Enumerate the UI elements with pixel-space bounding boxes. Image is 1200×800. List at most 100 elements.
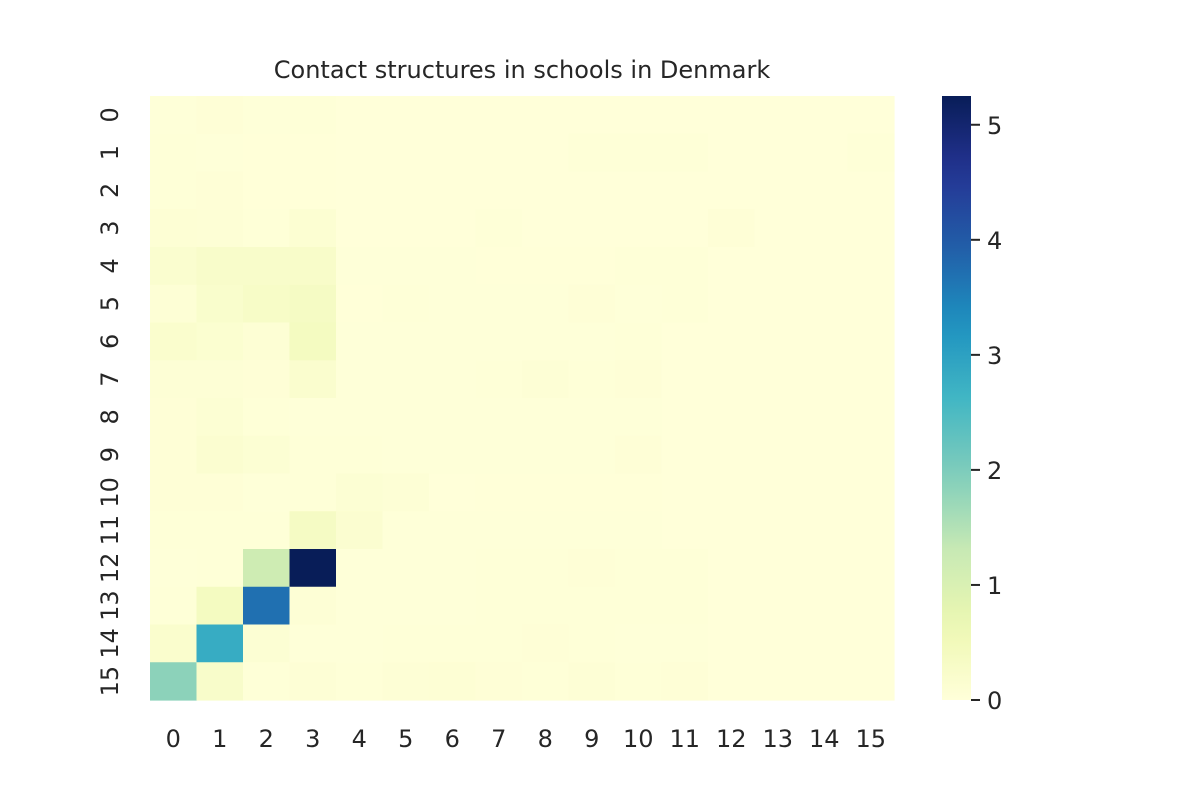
heatmap-cell-r9-c4 [336, 435, 384, 475]
heatmap-cell-r2-c14 [801, 171, 849, 210]
x-tick-label-14: 14 [809, 725, 840, 753]
heatmap-cell-r4-c14 [801, 247, 849, 286]
x-tick-label-2: 2 [259, 725, 274, 753]
heatmap-cell-r8-c4 [336, 398, 384, 437]
heatmap-cell-r15-c4 [336, 662, 384, 701]
heatmap-cell-r12-c1 [196, 549, 244, 588]
heatmap-cell-r15-c6 [429, 662, 477, 701]
heatmap-cell-r9-c7 [475, 435, 523, 475]
heatmap-cell-r13-c11 [661, 586, 709, 626]
heatmap-cell-r0-c14 [801, 96, 849, 135]
heatmap-cell-r6-c5 [382, 322, 430, 361]
colorbar-tick-label-4: 4 [987, 227, 1002, 255]
heatmap-cell-r11-c15 [847, 511, 895, 550]
heatmap-cell-r3-c4 [336, 209, 384, 248]
heatmap-cell-r4-c3 [289, 247, 337, 286]
heatmap-cell-r13-c8 [522, 586, 570, 626]
heatmap-cell-r8-c9 [568, 398, 616, 437]
heatmap-cell-r8-c7 [475, 398, 523, 437]
heatmap-cell-r2-c5 [382, 171, 430, 210]
heatmap-cell-r3-c10 [615, 209, 663, 248]
heatmap-cell-r12-c0 [150, 549, 198, 588]
heatmap-cell-r5-c6 [429, 284, 477, 324]
heatmap-cell-r5-c15 [847, 284, 895, 324]
heatmap-cell-r9-c9 [568, 435, 616, 475]
heatmap-cell-r4-c15 [847, 247, 895, 286]
heatmap-cell-r10-c12 [708, 473, 756, 512]
heatmap-cell-r9-c13 [754, 435, 802, 475]
y-tick-label-1: 1 [96, 145, 124, 160]
heatmap-cell-r0-c7 [475, 96, 523, 135]
x-tick-label-15: 15 [855, 725, 886, 753]
heatmap-cell-r10-c9 [568, 473, 616, 512]
heatmap-cell-r4-c4 [336, 247, 384, 286]
heatmap-cell-r0-c5 [382, 96, 430, 135]
heatmap-cell-r13-c12 [708, 586, 756, 626]
heatmap-cell-r14-c8 [522, 624, 570, 663]
heatmap-cell-r5-c10 [615, 284, 663, 324]
heatmap-cell-r8-c2 [243, 398, 291, 437]
heatmap-cell-r13-c6 [429, 586, 477, 626]
heatmap-cell-r5-c2 [243, 284, 291, 324]
heatmap-cell-r3-c13 [754, 209, 802, 248]
colorbar-tick-label-3: 3 [987, 342, 1002, 370]
heatmap-cell-r14-c7 [475, 624, 523, 663]
heatmap-cell-r7-c3 [289, 360, 337, 399]
heatmap-cell-r1-c7 [475, 133, 523, 173]
heatmap-cell-r10-c13 [754, 473, 802, 512]
y-tick-label-3: 3 [96, 220, 124, 235]
heatmap-cell-r10-c8 [522, 473, 570, 512]
heatmap-cell-r2-c0 [150, 171, 198, 210]
heatmap-cell-r7-c13 [754, 360, 802, 399]
heatmap-cell-r13-c14 [801, 586, 849, 626]
heatmap-cell-r13-c5 [382, 586, 430, 626]
heatmap-cell-r6-c1 [196, 322, 244, 361]
heatmap-cell-r7-c11 [661, 360, 709, 399]
heatmap-cell-r11-c5 [382, 511, 430, 550]
heatmap-cell-r4-c5 [382, 247, 430, 286]
heatmap-cell-r2-c10 [615, 171, 663, 210]
heatmap-cell-r13-c2 [243, 586, 291, 626]
heatmap-cell-r15-c7 [475, 662, 523, 701]
heatmap-cell-r2-c3 [289, 171, 337, 210]
heatmap-cell-r6-c11 [661, 322, 709, 361]
heatmap-cell-r2-c2 [243, 171, 291, 210]
heatmap-cell-r11-c2 [243, 511, 291, 550]
heatmap-cell-r11-c7 [475, 511, 523, 550]
heatmap-cell-r1-c11 [661, 133, 709, 173]
y-tick-label-15: 15 [96, 666, 124, 697]
heatmap-cell-r15-c11 [661, 662, 709, 701]
heatmap-cell-r12-c15 [847, 549, 895, 588]
x-tick-label-0: 0 [166, 725, 181, 753]
heatmap-cell-r1-c8 [522, 133, 570, 173]
heatmap-cell-r14-c9 [568, 624, 616, 663]
heatmap-cell-r14-c0 [150, 624, 198, 663]
y-tick-label-14: 14 [96, 628, 124, 659]
heatmap-cell-r12-c8 [522, 549, 570, 588]
heatmap-cell-r8-c5 [382, 398, 430, 437]
heatmap-cell-r1-c13 [754, 133, 802, 173]
heatmap-cell-r10-c4 [336, 473, 384, 512]
colorbar-tick-label-1: 1 [987, 572, 1002, 600]
heatmap-cell-r5-c1 [196, 284, 244, 324]
x-tick-label-8: 8 [538, 725, 553, 753]
heatmap-cell-r10-c1 [196, 473, 244, 512]
heatmap-cell-r9-c12 [708, 435, 756, 475]
heatmap-cell-r6-c8 [522, 322, 570, 361]
heatmap-cell-r13-c7 [475, 586, 523, 626]
heatmap-cell-r4-c11 [661, 247, 709, 286]
heatmap-cell-r15-c10 [615, 662, 663, 701]
heatmap-cell-r15-c9 [568, 662, 616, 701]
heatmap-cell-r3-c5 [382, 209, 430, 248]
y-tick-label-7: 7 [96, 371, 124, 386]
heatmap-cell-r14-c12 [708, 624, 756, 663]
heatmap-cell-r3-c11 [661, 209, 709, 248]
heatmap-cell-r7-c4 [336, 360, 384, 399]
heatmap-cell-r7-c8 [522, 360, 570, 399]
heatmap-cell-r14-c11 [661, 624, 709, 663]
heatmap-cell-r0-c6 [429, 96, 477, 135]
heatmap-cell-r8-c8 [522, 398, 570, 437]
heatmap-cell-r12-c4 [336, 549, 384, 588]
heatmap-cell-r10-c11 [661, 473, 709, 512]
colorbar-ticks: 0 1 2 3 4 5 [971, 112, 1002, 715]
